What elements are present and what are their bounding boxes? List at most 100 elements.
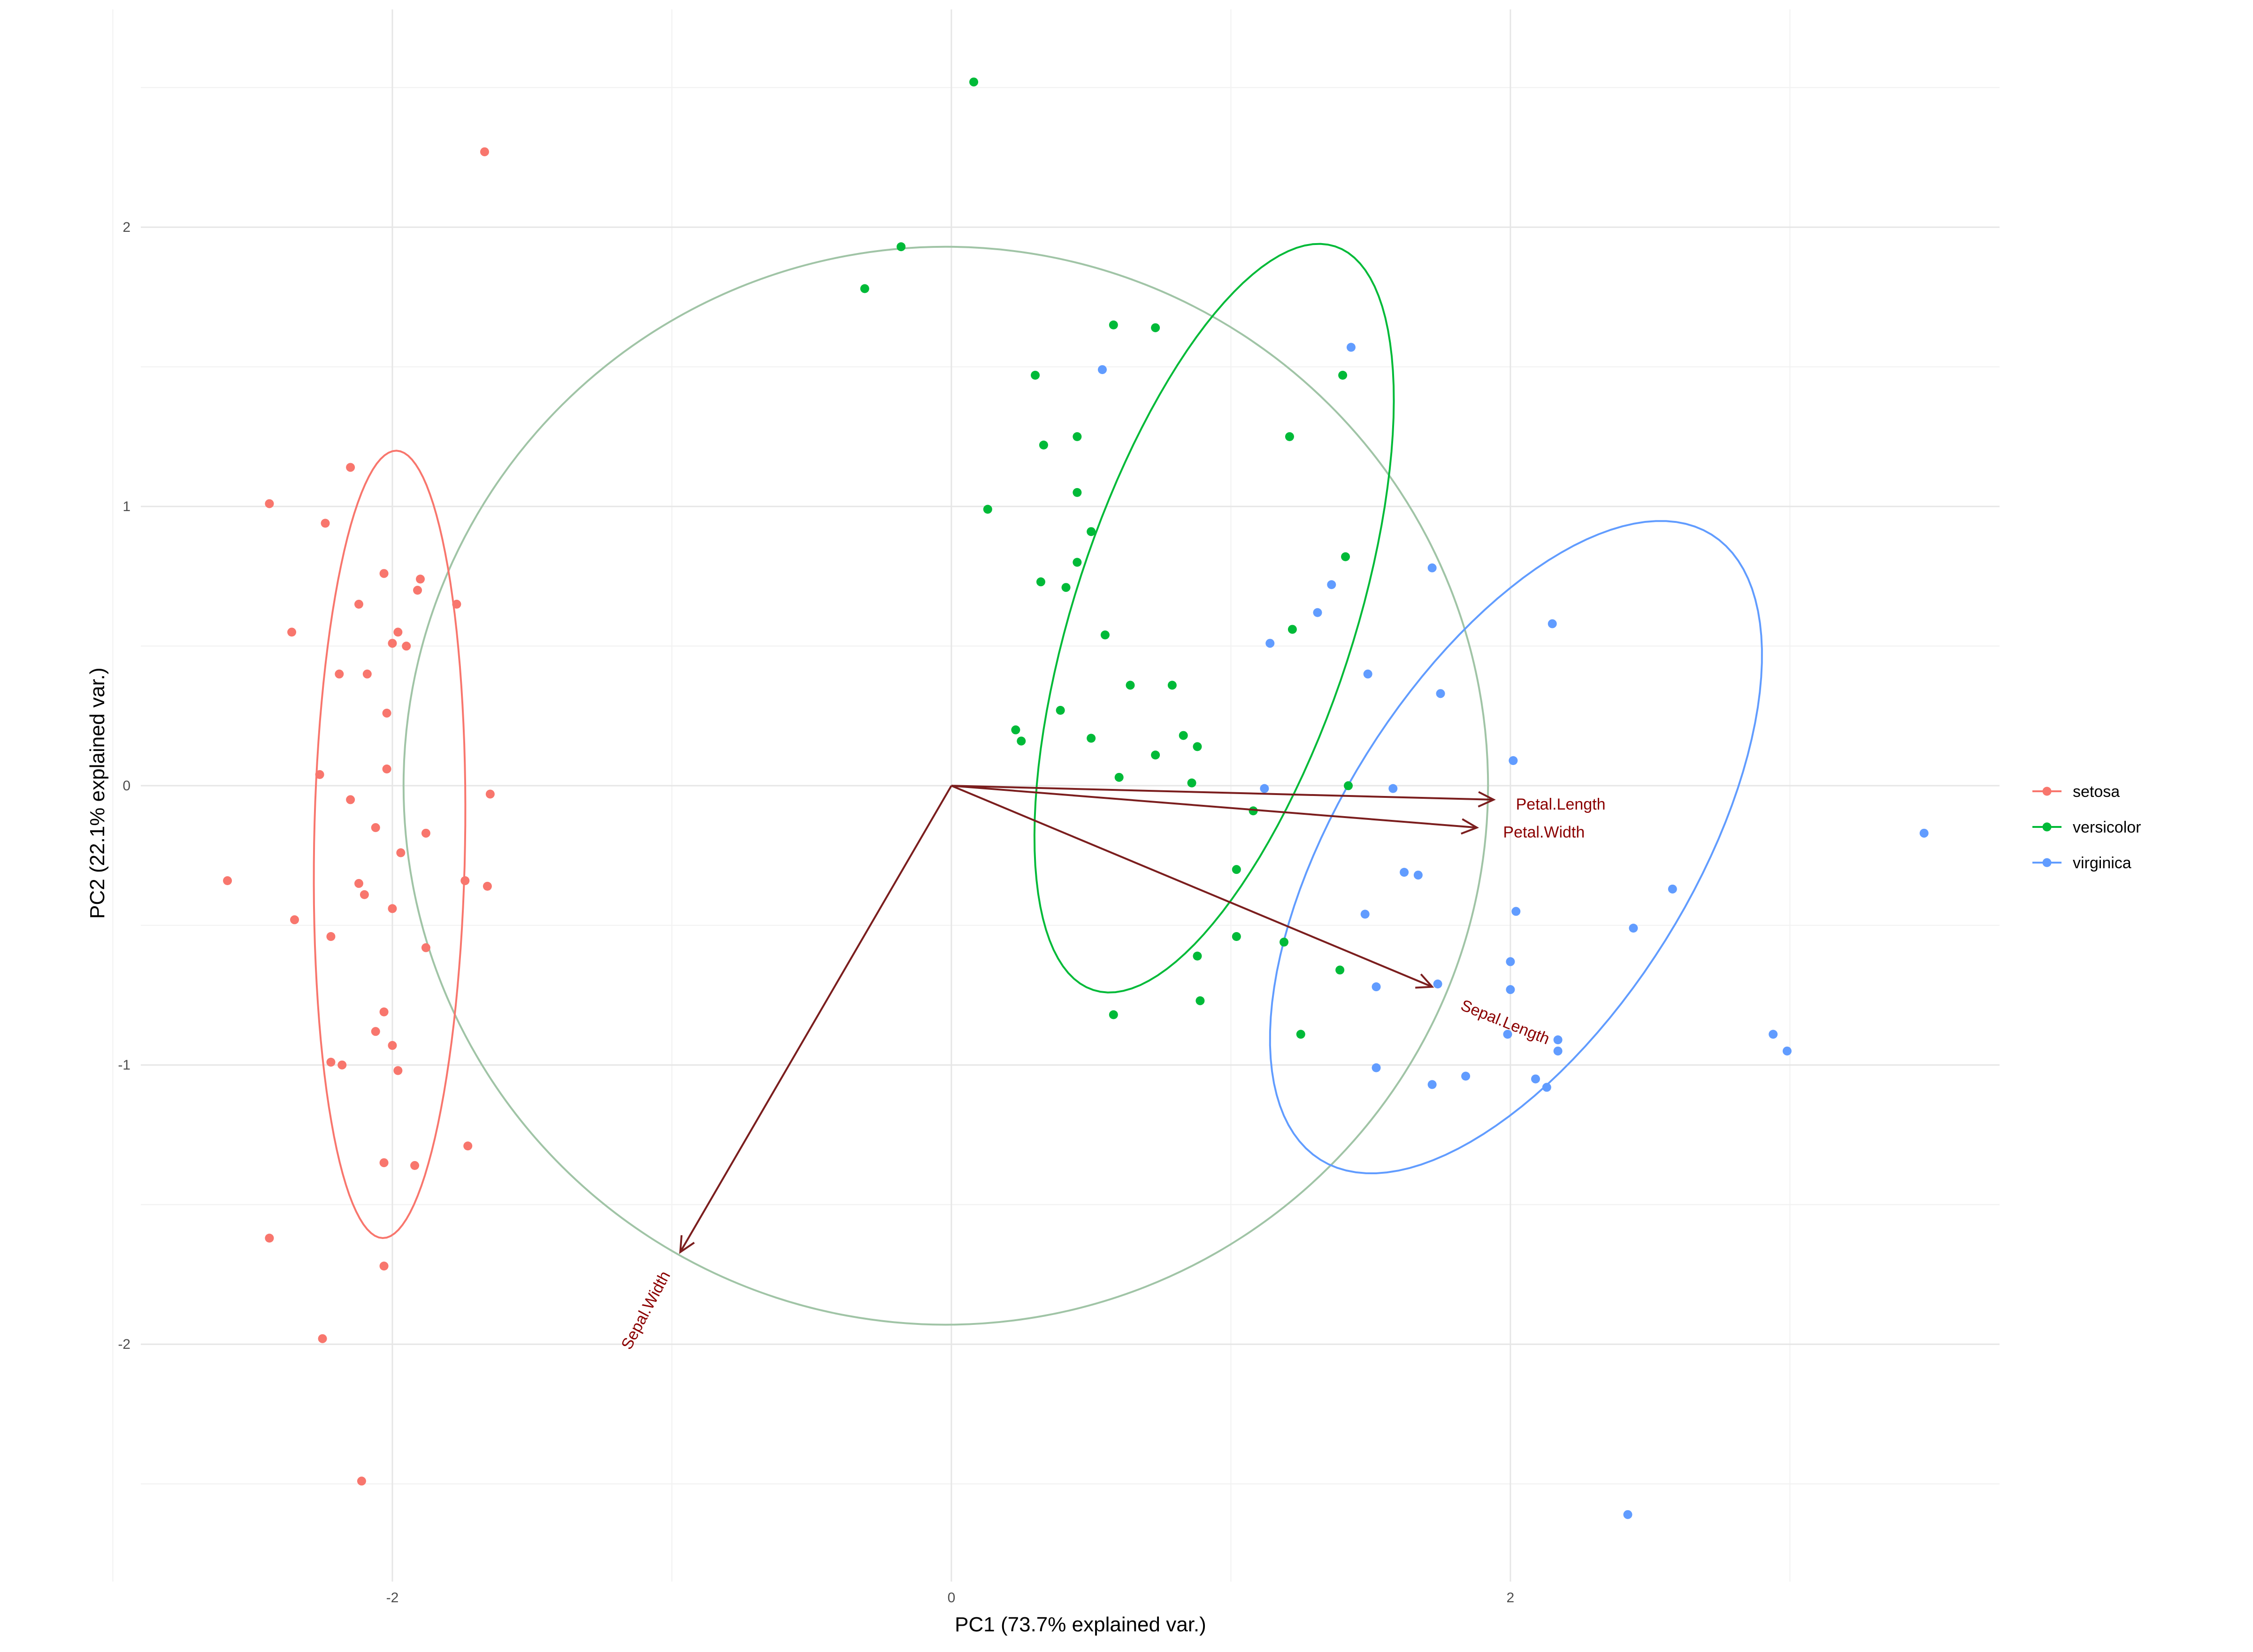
setosa-point <box>485 789 495 799</box>
setosa-point <box>379 1007 389 1017</box>
setosa-point <box>335 669 344 679</box>
setosa-point <box>326 932 336 941</box>
setosa-point <box>337 1060 347 1070</box>
versicolor-point <box>1179 731 1188 740</box>
virginica-point <box>1623 1510 1632 1519</box>
virginica-point <box>1360 910 1370 919</box>
legend: setosa versicolor virginica <box>2032 783 2141 872</box>
setosa-point <box>371 1027 380 1036</box>
setosa-point <box>415 574 425 584</box>
virginica-point <box>1265 639 1275 648</box>
arrow-head <box>1478 791 1496 808</box>
legend-label-virginica: virginica <box>2073 854 2131 872</box>
versicolor-point <box>1287 625 1297 634</box>
versicolor-ellipse <box>1033 243 1395 994</box>
versicolor-point <box>969 77 979 87</box>
setosa-point <box>421 943 430 952</box>
versicolor-point <box>1335 965 1345 975</box>
setosa-point <box>346 463 355 472</box>
versicolor-point <box>1017 736 1026 746</box>
versicolor-point <box>1296 1030 1305 1039</box>
setosa-point <box>346 795 355 804</box>
legend-key-point <box>2042 787 2052 796</box>
virginica-point <box>1506 957 1515 966</box>
versicolor-point <box>1195 996 1205 1005</box>
arrow-head <box>1415 973 1434 989</box>
versicolor-point <box>1073 558 1082 567</box>
virginica-point <box>1388 784 1398 793</box>
versicolor-point <box>1344 781 1353 790</box>
setosa-point <box>396 848 406 857</box>
virginica-point <box>1503 1030 1512 1039</box>
versicolor-point <box>860 284 869 293</box>
setosa-point <box>371 823 380 832</box>
setosa-point <box>452 599 461 609</box>
setosa-point <box>480 147 489 156</box>
virginica-point <box>1506 985 1515 994</box>
virginica-point <box>1553 1035 1563 1045</box>
virginica-point <box>1363 669 1372 679</box>
versicolor-point <box>1167 681 1177 690</box>
versicolor-point <box>1039 440 1048 450</box>
x-tick-label: -2 <box>386 1590 399 1606</box>
versicolor-point <box>1087 527 1096 536</box>
setosa-point <box>388 639 397 648</box>
y-axis-title: PC2 (22.1% explained var.) <box>86 667 109 919</box>
virginica-point <box>1542 1083 1551 1092</box>
setosa-point <box>460 876 470 885</box>
versicolor-point <box>1151 323 1160 332</box>
setosa-point <box>410 1161 420 1170</box>
versicolor-point <box>1109 320 1118 329</box>
versicolor-point <box>1341 552 1350 561</box>
versicolor-point <box>1114 772 1124 782</box>
virginica-point <box>1413 871 1423 880</box>
versicolor-point <box>1100 630 1110 640</box>
setosa-point <box>388 1041 397 1050</box>
arrow-label: Petal.Length <box>1516 795 1606 813</box>
setosa-point <box>379 1158 389 1167</box>
virginica-point <box>1372 982 1381 992</box>
setosa-point <box>421 828 430 838</box>
versicolor-point <box>1285 432 1294 441</box>
versicolor-point <box>983 505 992 514</box>
setosa-point <box>362 669 372 679</box>
virginica-point <box>1427 1080 1437 1089</box>
virginica-point <box>1769 1030 1778 1039</box>
legend-label-versicolor: versicolor <box>2073 818 2141 836</box>
virginica-point <box>1313 608 1322 617</box>
major-gridlines <box>141 9 2000 1582</box>
setosa-point <box>321 519 330 528</box>
versicolor-point <box>1056 706 1065 715</box>
setosa-point <box>326 1057 336 1067</box>
versicolor-point <box>1031 370 1040 380</box>
setosa-point <box>354 599 363 609</box>
setosa-point <box>354 879 363 888</box>
setosa-point <box>315 770 324 779</box>
virginica-point <box>1461 1071 1471 1081</box>
versicolor-point <box>897 242 906 252</box>
virginica-point <box>1346 343 1356 352</box>
setosa-point <box>290 915 299 925</box>
arrow-label: Sepal.Width <box>618 1268 674 1353</box>
setosa-point <box>318 1334 327 1343</box>
setosa-point <box>265 499 274 508</box>
versicolor-point <box>1073 432 1082 441</box>
points-layer <box>223 77 1929 1519</box>
virginica-point <box>1511 907 1521 916</box>
versicolor-point <box>1011 725 1020 734</box>
virginica-point <box>1548 619 1557 628</box>
loading-arrows-layer: Petal.Length Petal.Width Sepal.Length Sepal… <box>618 785 1606 1353</box>
setosa-point <box>483 881 492 891</box>
legend-key-point <box>2042 858 2052 867</box>
x-tick-label: 2 <box>1507 1590 1515 1606</box>
x-tick-label: 0 <box>948 1590 956 1606</box>
virginica-point <box>1668 884 1677 894</box>
virginica-point <box>1782 1046 1792 1055</box>
group-ellipses-layer <box>313 243 1763 1239</box>
versicolor-point <box>1061 583 1071 592</box>
setosa-point <box>357 1476 366 1486</box>
minor-gridlines <box>112 9 2000 1582</box>
virginica-point <box>1372 1063 1381 1072</box>
setosa-point <box>393 627 403 637</box>
